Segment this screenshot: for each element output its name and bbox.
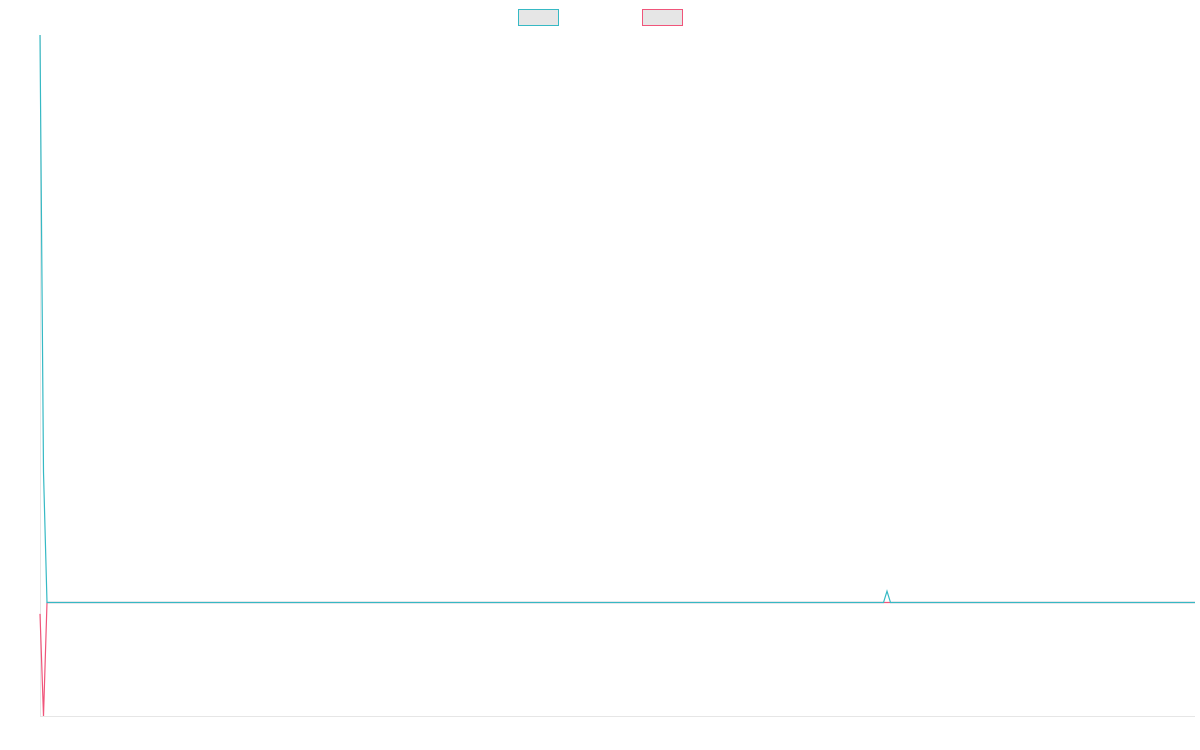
legend-swatch[interactable] bbox=[518, 9, 559, 26]
series-line bbox=[39, 601, 1195, 717]
series-line bbox=[39, 34, 1195, 604]
legend-swatch[interactable] bbox=[642, 9, 683, 26]
